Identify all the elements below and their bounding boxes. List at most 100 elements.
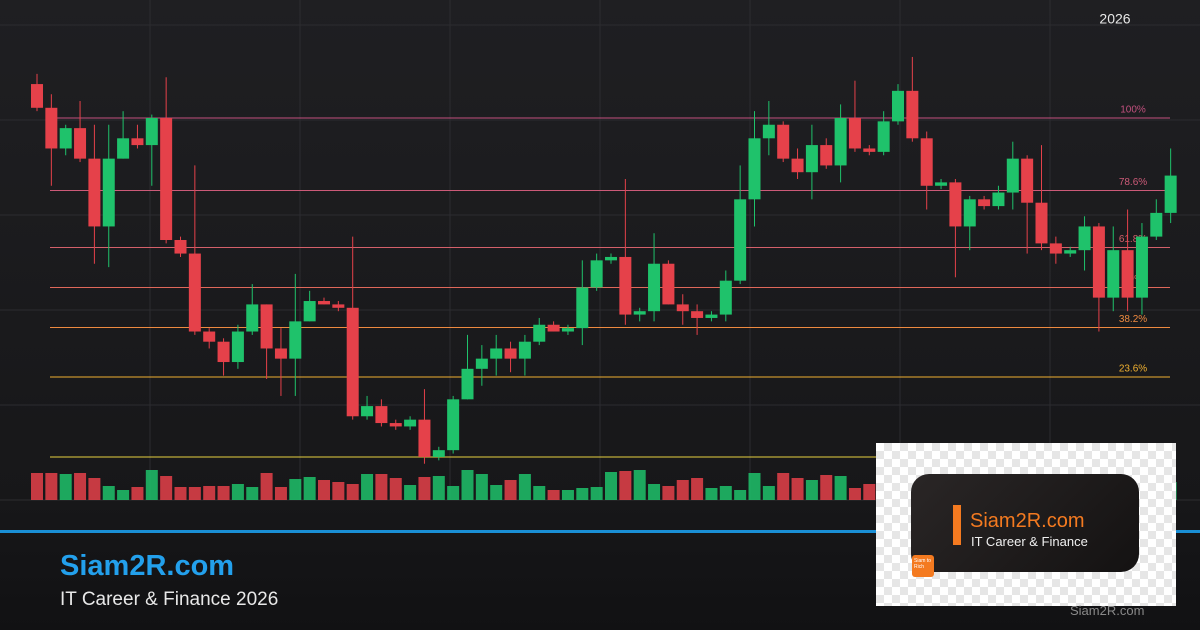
volume-bar bbox=[174, 487, 187, 500]
candle-body bbox=[576, 287, 589, 329]
candle-body bbox=[231, 331, 244, 363]
candle-body bbox=[160, 117, 173, 240]
candle-body bbox=[260, 304, 273, 349]
volume-bar bbox=[418, 477, 431, 500]
candle-body bbox=[475, 358, 488, 369]
candle-body bbox=[31, 84, 43, 108]
candle-body bbox=[131, 138, 144, 146]
volume-bar bbox=[619, 471, 632, 500]
candle-body bbox=[633, 311, 646, 315]
volume-bar bbox=[805, 480, 818, 500]
logo-bar bbox=[953, 505, 961, 545]
candle-body bbox=[203, 331, 216, 342]
candle-body bbox=[892, 90, 904, 122]
volume-bar bbox=[274, 487, 287, 500]
volume-bar bbox=[31, 473, 43, 500]
candle-body bbox=[418, 419, 431, 457]
candle-body bbox=[1064, 250, 1077, 254]
volume-bar bbox=[303, 477, 316, 500]
candle-body bbox=[274, 348, 287, 359]
candle-body bbox=[504, 348, 517, 359]
volume-bar bbox=[203, 486, 216, 500]
volume-bar bbox=[346, 484, 359, 500]
candle-body bbox=[992, 192, 1005, 207]
candle-body bbox=[978, 199, 991, 207]
volume-bar bbox=[131, 487, 144, 500]
candle-body bbox=[332, 304, 345, 308]
candle-body bbox=[906, 90, 919, 139]
volume-bar bbox=[533, 486, 546, 500]
volume-bar bbox=[848, 488, 861, 500]
level-label: 38.2% bbox=[1119, 314, 1147, 325]
candle-body bbox=[117, 138, 130, 159]
volume-bar bbox=[504, 480, 517, 500]
candle-body bbox=[777, 124, 790, 159]
candle-body bbox=[461, 368, 474, 400]
volume-bar bbox=[475, 474, 488, 500]
candle-body bbox=[533, 324, 546, 342]
accent-bar bbox=[0, 530, 1200, 533]
logo-tagline: IT Career & Finance bbox=[971, 534, 1088, 549]
candle-body bbox=[289, 321, 302, 359]
volume-bar bbox=[260, 473, 273, 500]
candle-body bbox=[389, 423, 402, 427]
volume-bar bbox=[375, 474, 388, 500]
level-label: 61.8% bbox=[1119, 234, 1147, 245]
volume-bar bbox=[318, 480, 330, 500]
candle-body bbox=[174, 240, 187, 254]
volume-bar bbox=[88, 478, 101, 500]
candle-body bbox=[791, 158, 804, 173]
candle-body bbox=[1150, 212, 1163, 237]
credit: Siam2R.com bbox=[1070, 603, 1145, 618]
volume-bar bbox=[160, 476, 173, 500]
candle-body bbox=[547, 324, 560, 332]
candle-body bbox=[1006, 158, 1019, 193]
candle-body bbox=[848, 117, 861, 149]
volume-bar bbox=[461, 470, 474, 500]
volume-bar bbox=[791, 478, 804, 500]
candle-body bbox=[949, 182, 962, 227]
candle-body bbox=[648, 263, 661, 312]
candle-body bbox=[1078, 226, 1091, 251]
volume-bar bbox=[648, 484, 661, 500]
candle-body bbox=[820, 145, 833, 166]
candle-body bbox=[74, 128, 87, 159]
candle-body bbox=[1035, 202, 1048, 244]
candle-body bbox=[734, 199, 747, 281]
candle-body bbox=[705, 314, 718, 318]
candle-body bbox=[719, 280, 732, 315]
volume-bar bbox=[762, 486, 775, 500]
volume-bar bbox=[246, 487, 259, 500]
volume-bar bbox=[289, 479, 302, 500]
candle-body bbox=[1121, 250, 1134, 298]
volume-bar bbox=[662, 486, 675, 500]
level-label: 100% bbox=[1120, 105, 1146, 116]
volume-bar bbox=[605, 472, 617, 500]
volume-bar bbox=[691, 478, 704, 500]
volume-bar bbox=[820, 475, 833, 500]
year-label: 2026 bbox=[1099, 11, 1130, 27]
candle-body bbox=[762, 124, 775, 139]
candle-body bbox=[375, 406, 388, 424]
candle-body bbox=[346, 307, 359, 417]
volume-bar bbox=[777, 473, 790, 500]
candle-body bbox=[920, 138, 933, 186]
volume-bar bbox=[719, 486, 732, 500]
volume-bar bbox=[145, 470, 158, 500]
candle-body bbox=[590, 260, 603, 288]
candle-body bbox=[1021, 158, 1034, 203]
candle-body bbox=[619, 256, 632, 315]
candle-body bbox=[834, 117, 847, 166]
volume-bar bbox=[217, 486, 230, 500]
candle-body bbox=[102, 158, 115, 227]
candle-body bbox=[963, 199, 976, 227]
candle-body bbox=[59, 128, 72, 149]
candle-body bbox=[1164, 175, 1177, 213]
volume-bar bbox=[633, 470, 646, 500]
candle-body bbox=[490, 348, 503, 359]
logo-name: Siam2R.com bbox=[970, 510, 1085, 532]
volume-bar bbox=[676, 480, 689, 500]
volume-bar bbox=[561, 490, 574, 500]
candle-body bbox=[404, 419, 417, 427]
